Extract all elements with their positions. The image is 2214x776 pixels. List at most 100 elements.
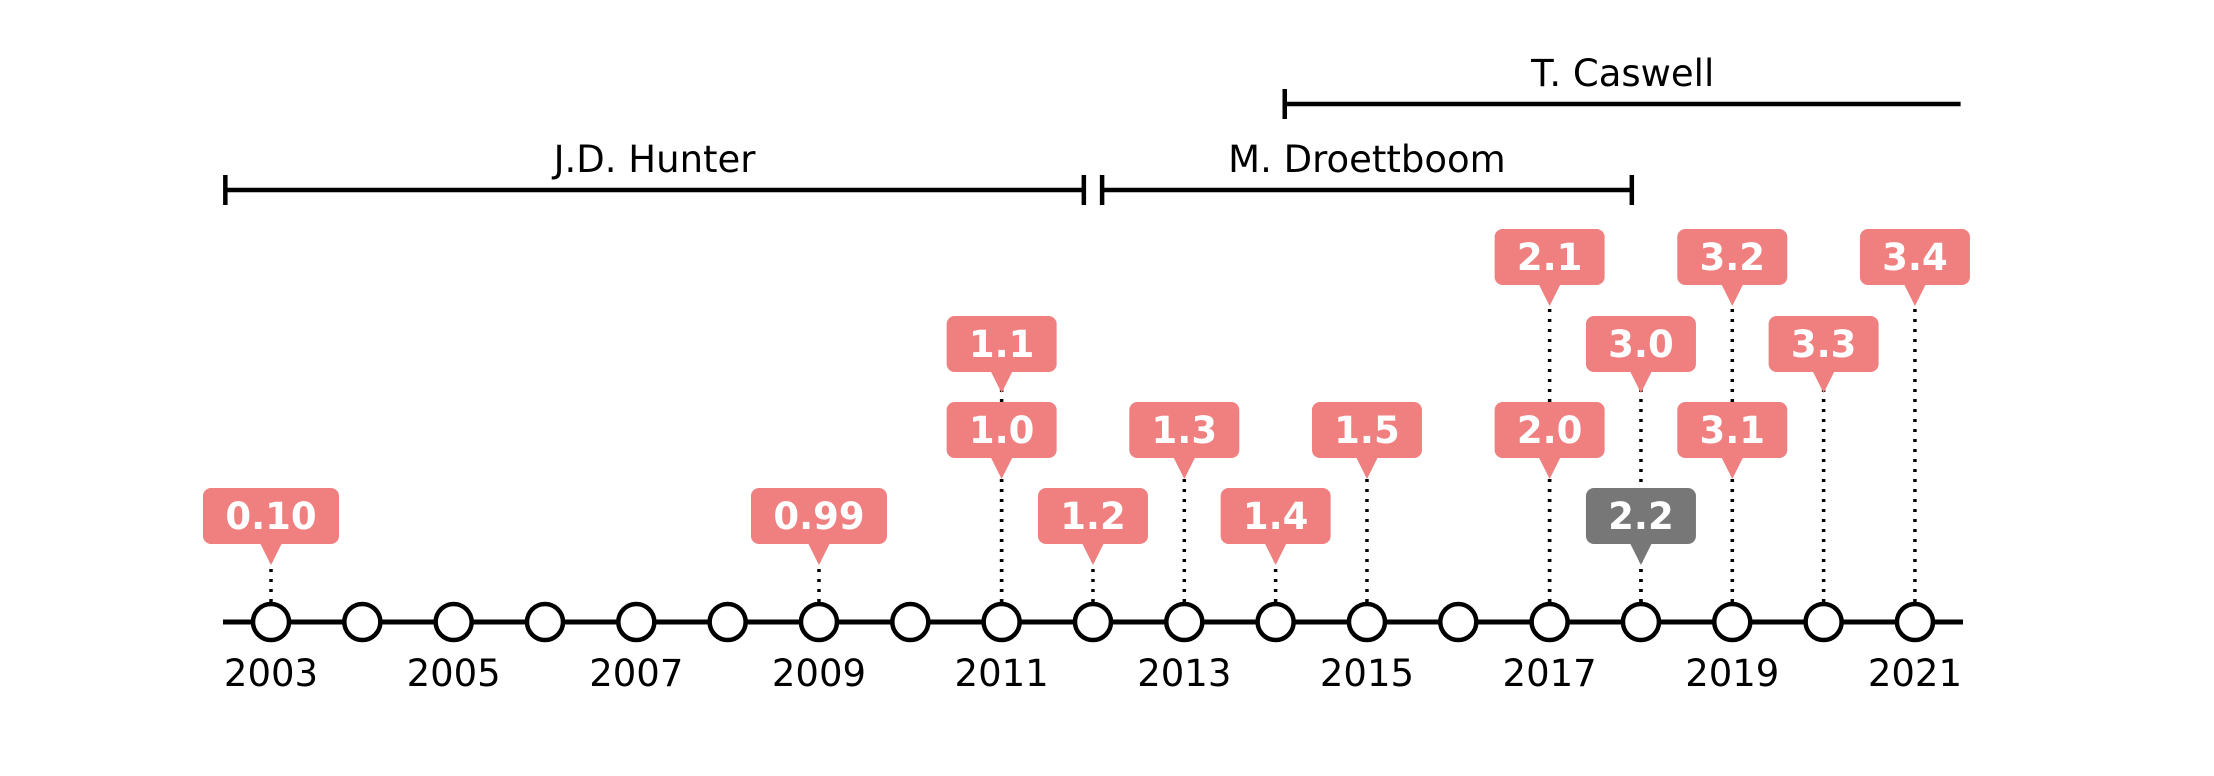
release-label-2.2: 2.2: [1585, 488, 1696, 565]
release-label-1.2: 1.2: [1037, 488, 1148, 565]
release-label-box: [1768, 316, 1879, 372]
release-version-text: 2.0: [1517, 409, 1583, 452]
year-marker: [616, 601, 657, 643]
project-leads: J.D. Hunter M. Droettboom T. Caswell: [223, 52, 1961, 205]
release-label-pointer: [1081, 543, 1104, 565]
year-marker: [524, 601, 566, 643]
release-version-text: 3.2: [1700, 236, 1766, 279]
lead-name: T. Caswell: [1530, 52, 1714, 95]
release-version-text: 1.2: [1060, 495, 1126, 538]
year-tick-labels: 2003 2005 2007 2009 2011 2013 2015 2017 2019 2021: [224, 652, 1962, 695]
year-marker: [1255, 601, 1296, 643]
release-label-box: [1494, 229, 1605, 285]
release-version-text: 0.99: [773, 495, 864, 538]
year-tick-label: 2021: [1868, 652, 1962, 695]
year-marker: [1072, 601, 1114, 643]
release-label-0.99: 0.99: [750, 488, 887, 565]
year-marker: [1438, 601, 1479, 643]
release-label-2.1: 2.1: [1494, 229, 1605, 306]
release-label-2.0: 2.0: [1494, 402, 1605, 479]
release-label-box: [1494, 402, 1605, 458]
release-label-box: [946, 316, 1057, 372]
release-label-3.3: 3.3: [1768, 316, 1879, 393]
release-label-1.1: 1.1: [946, 316, 1057, 393]
release-labels: 0.10 0.99 1.0 1.1 1.2 1.3 1.4 1.5 2.0 2.1 2.2 3.0 3.…: [203, 229, 1970, 565]
release-label-box: [203, 488, 339, 544]
release-label-pointer: [1812, 371, 1835, 393]
release-label-pointer: [1903, 284, 1926, 306]
release-label-pointer: [260, 543, 282, 565]
release-version-text: 2.1: [1517, 236, 1583, 279]
year-marker: [1803, 601, 1844, 643]
release-version-text: 3.0: [1608, 323, 1674, 366]
year-marker: [250, 601, 292, 643]
release-version-text: 2.2: [1608, 495, 1674, 538]
release-version-text: 3.4: [1882, 236, 1948, 279]
year-marker: [890, 601, 931, 643]
year-marker: [1712, 601, 1753, 643]
year-marker: [1346, 601, 1388, 643]
release-label-1.3: 1.3: [1129, 402, 1240, 479]
release-label-1.5: 1.5: [1311, 402, 1422, 479]
release-label-box: [946, 402, 1057, 458]
release-version-text: 1.4: [1243, 495, 1309, 538]
year-marker: [342, 601, 383, 643]
release-label-1.0: 1.0: [946, 402, 1057, 479]
lead-name: M. Droettboom: [1228, 138, 1506, 181]
release-label-pointer: [1721, 284, 1744, 306]
year-tick-label: 2009: [772, 652, 866, 695]
release-label-0.10: 0.10: [203, 488, 339, 565]
release-version-text: 0.10: [225, 495, 316, 538]
release-label-pointer: [1264, 543, 1287, 565]
release-label-box: [1037, 488, 1148, 544]
release-label-box: [1677, 402, 1788, 458]
year-tick-label: 2003: [224, 652, 318, 695]
year-marker: [798, 601, 840, 643]
year-marker: [1164, 601, 1205, 643]
year-marker: [1894, 601, 1936, 643]
lead-span: J.D. Hunter: [223, 138, 1087, 205]
release-label-box: [1585, 316, 1696, 372]
year-tick-label: 2007: [589, 652, 683, 695]
release-label-pointer: [1538, 457, 1561, 479]
release-label-3.2: 3.2: [1677, 229, 1788, 306]
lead-name: J.D. Hunter: [552, 138, 757, 181]
release-label-pointer: [1721, 457, 1744, 479]
release-version-text: 1.1: [969, 323, 1035, 366]
year-marker: [1529, 601, 1570, 643]
release-version-text: 3.1: [1700, 409, 1766, 452]
release-label-pointer: [1355, 457, 1378, 479]
release-label-pointer: [1173, 457, 1196, 479]
release-label-pointer: [1629, 543, 1652, 565]
release-label-box: [1220, 488, 1331, 544]
release-label-box: [1585, 488, 1696, 544]
release-version-text: 1.5: [1334, 409, 1400, 452]
lead-span: T. Caswell: [1282, 52, 1961, 119]
release-version-text: 1.0: [969, 409, 1035, 452]
release-label-3.1: 3.1: [1677, 402, 1788, 479]
release-label-box: [1129, 402, 1240, 458]
year-marker: [981, 601, 1022, 643]
release-label-3.4: 3.4: [1859, 229, 1970, 306]
release-label-pointer: [1538, 284, 1561, 306]
release-label-pointer: [990, 457, 1013, 479]
year-tick-label: 2017: [1503, 652, 1597, 695]
year-marker: [707, 601, 748, 643]
release-label-pointer: [1629, 371, 1652, 393]
year-tick-label: 2015: [1320, 652, 1414, 695]
release-label-pointer: [990, 371, 1013, 393]
year-markers: [250, 601, 1936, 643]
year-tick-label: 2019: [1685, 652, 1779, 695]
year-marker: [433, 601, 474, 643]
year-tick-label: 2011: [955, 652, 1049, 695]
release-label-box: [750, 488, 887, 544]
year-tick-label: 2005: [407, 652, 501, 695]
release-label-pointer: [807, 543, 830, 565]
release-version-text: 3.3: [1791, 323, 1857, 366]
release-label-1.4: 1.4: [1220, 488, 1331, 565]
release-label-3.0: 3.0: [1585, 316, 1696, 393]
year-marker: [1620, 601, 1662, 643]
release-label-box: [1677, 229, 1788, 285]
release-label-box: [1311, 402, 1422, 458]
